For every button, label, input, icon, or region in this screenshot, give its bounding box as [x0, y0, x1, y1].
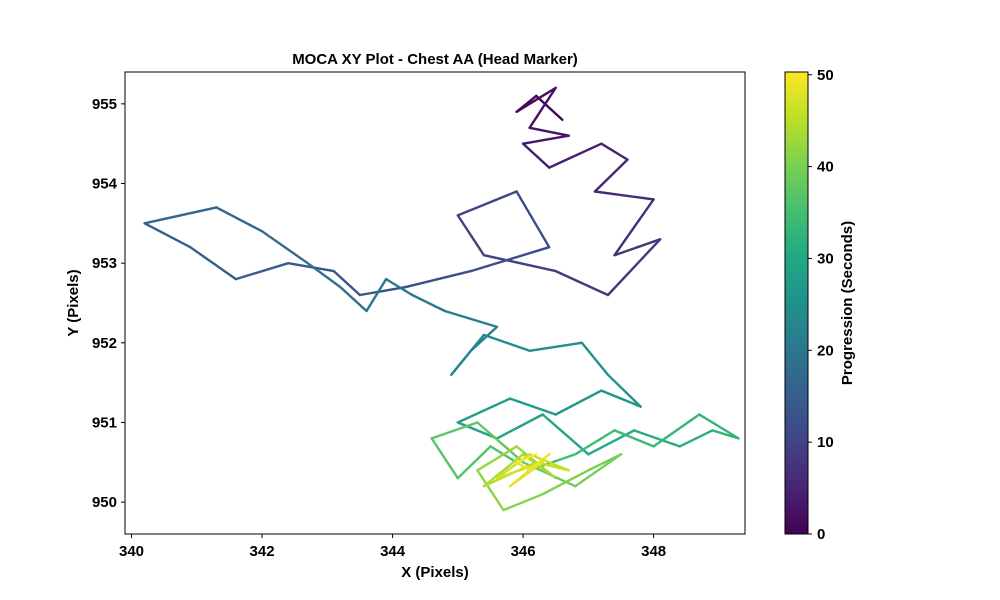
trajectory-segment [528, 86, 557, 130]
trajectory-segment [652, 413, 701, 448]
colorbar-tick-label: 40 [817, 159, 834, 176]
trajectory-segment [613, 238, 662, 257]
trajectory-segment [260, 230, 309, 265]
trajectory-segment [476, 421, 525, 464]
x-tick-label: 348 [641, 543, 666, 560]
colorbar-axis: 0 10 20 30 40 50 [808, 67, 834, 543]
trajectory-segment [502, 493, 544, 512]
trajectory-segment [698, 413, 740, 440]
trajectory-segment [234, 262, 290, 281]
trajectory-segment [482, 333, 531, 352]
x-axis: 340 342 344 346 348 [119, 534, 666, 560]
colorbar [785, 72, 808, 534]
trajectory-segment [456, 214, 486, 257]
trajectory-segment [456, 397, 512, 424]
trajectory-segment [515, 190, 551, 249]
trajectory-segment [495, 413, 544, 440]
trajectory-segment [306, 262, 342, 289]
trajectory-segment [574, 453, 623, 488]
trajectory-segment [456, 421, 499, 440]
trajectory-segment [450, 333, 486, 376]
trajectory-segment [443, 309, 499, 329]
trajectory-segment [528, 126, 570, 137]
trajectory-segment [430, 437, 459, 480]
x-tick-label: 346 [511, 543, 536, 560]
trajectory-segment [515, 461, 531, 472]
trajectory-segment [587, 453, 623, 472]
trajectory-segment [606, 373, 642, 408]
trajectory-segment [606, 238, 662, 297]
trajectory-segment [515, 453, 538, 464]
trajectory-segment [456, 190, 518, 217]
trajectory-segment [535, 94, 564, 122]
trajectory-segment [515, 86, 557, 114]
y-axis: 950 951 952 953 954 955 [92, 96, 125, 511]
trajectory-segment [482, 453, 525, 488]
colorbar-frame [784, 71, 809, 535]
trajectory-segment [613, 198, 655, 257]
y-axis-label: Y (Pixels) [65, 269, 82, 336]
y-tick-label: 955 [92, 96, 117, 113]
trajectory-segment [384, 277, 414, 297]
trajectory-segment [528, 341, 583, 352]
y-tick-label: 953 [92, 255, 117, 272]
trajectory-segment [469, 245, 551, 273]
trajectory-segment [456, 445, 492, 480]
colorbar-tick-label: 0 [817, 526, 825, 543]
trajectory-segment [476, 445, 518, 472]
trajectory-segment [365, 277, 388, 313]
colorbar-tick-label: 30 [817, 250, 834, 267]
x-tick-label: 342 [250, 543, 275, 560]
trajectory-segment [600, 142, 629, 161]
trajectory-segment [580, 341, 610, 376]
trajectory-segment [554, 269, 610, 297]
trajectory-segment [554, 389, 603, 416]
colorbar-tick-label: 10 [817, 434, 834, 451]
trajectory-segment [430, 421, 479, 440]
y-tick-label: 952 [92, 335, 117, 352]
trajectory-segment [593, 158, 629, 193]
x-axis-label: X (Pixels) [401, 564, 469, 581]
y-tick-label: 951 [92, 414, 117, 431]
trajectory-segment [404, 269, 473, 289]
trajectory-segment [143, 222, 192, 249]
trajectory-segment [574, 429, 616, 456]
trajectory-segment [143, 206, 218, 225]
trajectory-segment [600, 389, 642, 408]
colorbar-label: Progression (Seconds) [839, 221, 856, 385]
trajectory-segment [593, 190, 655, 201]
colorbar-tick-label: 50 [817, 67, 834, 84]
trajectory-segment [287, 262, 335, 273]
trajectory-segment [613, 429, 655, 448]
trajectory-segment [332, 269, 362, 297]
trajectory-segment [528, 453, 551, 472]
trajectory-segment [548, 142, 603, 169]
trajectory-segment [541, 469, 590, 496]
trajectory-segment [632, 429, 681, 448]
plot-frame [124, 71, 746, 535]
trajectory-segment [358, 285, 407, 297]
y-tick-label: 950 [92, 494, 117, 511]
y-tick-label: 954 [92, 176, 118, 193]
x-tick-label: 340 [119, 543, 144, 560]
trajectory-segment [521, 134, 570, 145]
trajectory-segment [521, 142, 551, 169]
trajectory-segment [508, 397, 557, 416]
trajectory-segment [528, 453, 570, 472]
trajectory-line [143, 86, 740, 512]
trajectory-segment [339, 285, 368, 313]
x-tick-label: 344 [380, 543, 406, 560]
trajectory-segment [476, 469, 505, 512]
trajectory-segment [215, 206, 264, 233]
trajectory-segment [189, 245, 238, 281]
chart-title: MOCA XY Plot - Chest AA (Head Marker) [292, 51, 578, 68]
trajectory-segment [541, 413, 590, 456]
colorbar-tick-label: 20 [817, 342, 834, 359]
trajectory-segment [411, 293, 446, 313]
trajectory-segment [678, 429, 714, 448]
trajectory-segment [482, 253, 557, 273]
